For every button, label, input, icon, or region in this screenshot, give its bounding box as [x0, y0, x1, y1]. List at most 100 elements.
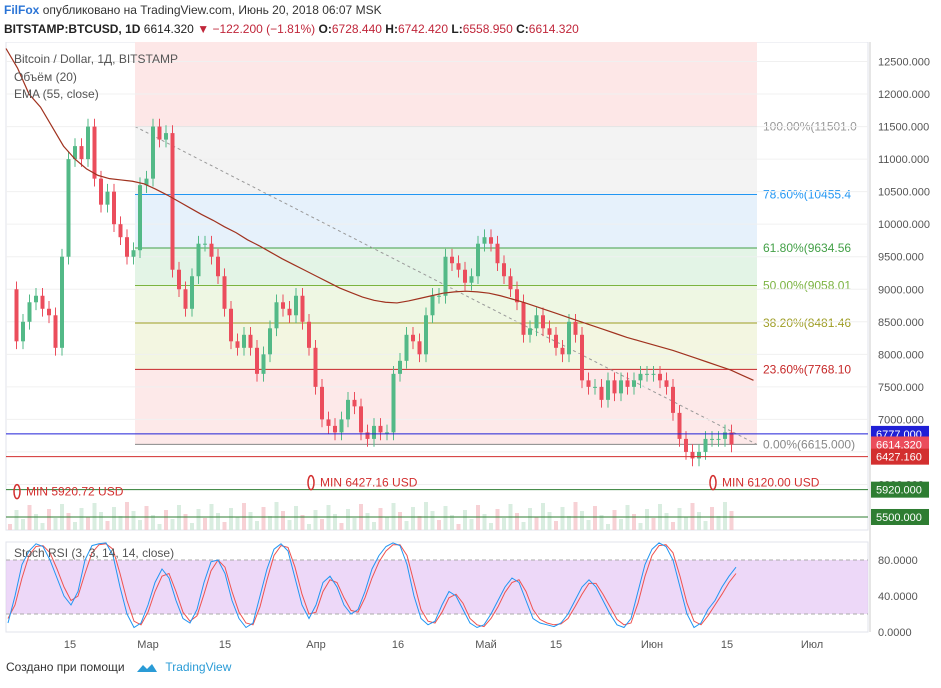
high-label: H:: [385, 22, 398, 36]
candle-body: [554, 334, 558, 348]
candle-body: [567, 321, 571, 355]
tradingview-link[interactable]: TradingView: [165, 660, 232, 674]
volume-bar: [261, 507, 266, 530]
volume-bar: [593, 506, 597, 530]
volume-bar: [424, 502, 428, 530]
min-marker: [307, 474, 315, 491]
candle-body: [131, 250, 136, 257]
candle-body: [664, 380, 669, 387]
price-change: −122.200 (−1.81%): [212, 22, 316, 36]
candle-body: [359, 406, 363, 433]
candle-body: [112, 191, 116, 225]
candle-body: [307, 321, 311, 348]
volume-bar: [443, 506, 448, 530]
min-marker: [13, 483, 21, 500]
candle-body: [599, 386, 604, 400]
candle-body: [677, 412, 682, 439]
open-label: O:: [318, 22, 332, 36]
min-annotation: MIN 5920.72 USD: [26, 485, 124, 499]
price-tick-label: 10500.000: [878, 187, 930, 199]
volume-bar: [528, 508, 532, 530]
volume-bar: [697, 512, 701, 530]
price-chart[interactable]: 100.00%(11501.078.60%(10455.461.80%(9634…: [0, 42, 941, 654]
volume-bar: [170, 519, 175, 530]
low-label: L:: [451, 22, 463, 36]
candle-body: [60, 256, 64, 348]
volume-bar: [53, 518, 58, 530]
volume-bar: [131, 511, 136, 530]
candle-body: [203, 243, 207, 245]
volume-bar: [476, 505, 480, 530]
price-tick-label: 9000.000: [878, 284, 924, 296]
volume-bar: [489, 523, 493, 530]
volume-bar: [502, 518, 506, 530]
volume-bar: [14, 510, 19, 530]
candle-body: [437, 295, 441, 297]
time-tick-label: 15: [721, 639, 733, 651]
volume-bar: [66, 513, 71, 530]
volume-bar: [437, 520, 441, 530]
candle-body: [86, 126, 90, 160]
candle-body: [320, 386, 324, 420]
fib-level-label: 38.20%(8481.46: [763, 316, 851, 330]
candle-body: [625, 380, 630, 387]
volume-bar: [710, 507, 714, 530]
volume-bar: [86, 517, 90, 530]
candle-body: [14, 289, 19, 342]
candle-body: [463, 269, 467, 283]
created-with-text: Создано при помощи: [6, 660, 125, 674]
volume-bar: [352, 518, 357, 530]
header-line-1: FilFox опубликовано на TradingView.com, …: [4, 3, 382, 17]
candle-body: [385, 432, 389, 434]
candle-body: [703, 438, 708, 452]
candle-body: [151, 126, 155, 179]
volume-bar: [294, 506, 298, 530]
price-tag-label: 5500.000: [876, 512, 922, 524]
stoch-tick-label: 80.0000: [878, 555, 918, 567]
candle-body: [710, 438, 714, 440]
volume-bar: [365, 513, 370, 530]
fib-zone: [135, 126, 757, 195]
volume-bar: [268, 516, 272, 530]
candle-body: [638, 373, 643, 381]
header-line-2: BITSTAMP:BTCUSD, 1D 6614.320 ▼ −122.200 …: [4, 22, 579, 36]
volume-bar: [606, 524, 610, 530]
candle-body: [274, 302, 279, 329]
candle-body: [502, 263, 506, 277]
time-tick-label: Июн: [641, 639, 663, 651]
volume-bar: [47, 509, 51, 530]
candle-body: [586, 380, 591, 387]
volume-bar: [112, 507, 116, 530]
price-tick-label: 12000.000: [878, 89, 930, 101]
candle-body: [658, 373, 662, 381]
volume-bar: [534, 517, 539, 530]
volume-bar: [456, 524, 461, 530]
stoch-legend: Stoch RSI (3, 3, 14, 14, close): [14, 546, 175, 560]
volume-bar: [482, 514, 487, 530]
candle-body: [118, 224, 123, 238]
volume-bar: [164, 510, 168, 530]
legend-volume: Объём (20): [14, 70, 77, 84]
volume-bar: [567, 516, 571, 530]
volume-bar: [248, 512, 253, 530]
candle-body: [79, 146, 84, 160]
candle-body: [606, 380, 610, 400]
candle-body: [242, 334, 246, 348]
legend-symbol: Bitcoin / Dollar, 1Д, BITSTAMP: [14, 52, 178, 66]
volume-bar: [138, 520, 142, 530]
candle-body: [105, 191, 110, 205]
down-arrow-icon: ▼: [197, 22, 210, 36]
author-name[interactable]: FilFox: [4, 3, 40, 17]
price-tick-label: 10000.000: [878, 219, 930, 231]
fib-level-label: 23.60%(7768.10: [763, 362, 851, 376]
candle-body: [313, 347, 318, 387]
candle-body: [716, 438, 721, 440]
published-text: опубликовано на TradingView.com, Июнь 20…: [42, 3, 382, 17]
time-tick-label: Июл: [801, 639, 823, 651]
time-tick-label: 15: [64, 639, 76, 651]
volume-bar: [398, 512, 402, 530]
candle-body: [333, 425, 337, 433]
volume-bar: [651, 518, 656, 530]
low-value: 6558.950: [462, 22, 513, 36]
volume-bar: [645, 509, 649, 530]
